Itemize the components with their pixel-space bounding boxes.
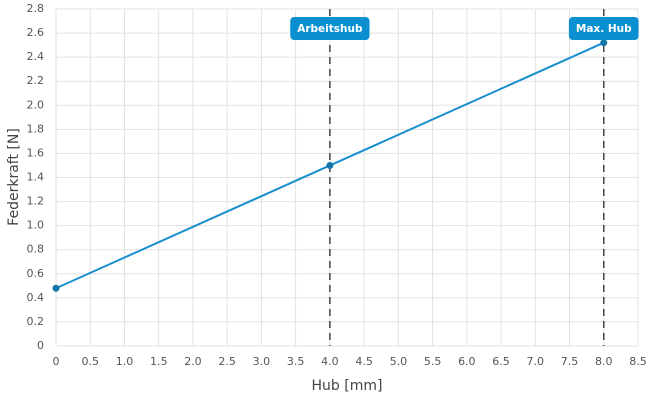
x-tick-label: 8.5	[629, 355, 647, 368]
y-tick-label: 1.8	[27, 122, 45, 135]
x-tick-label: 5.5	[424, 355, 442, 368]
x-tick-label: 1.5	[150, 355, 168, 368]
y-tick-label: 2.0	[27, 98, 45, 111]
y-axis-label: Federkraft [N]	[6, 128, 22, 226]
y-tick-label: 1.4	[27, 171, 45, 184]
x-tick-label: 3.0	[253, 355, 271, 368]
x-tick-label: 1.0	[116, 355, 134, 368]
y-tick-label: 1.2	[27, 195, 45, 208]
y-tick-label: 0.2	[27, 315, 45, 328]
annotation-box	[290, 17, 370, 40]
y-tick-label: 2.6	[27, 26, 45, 39]
y-tick-label: 1.6	[27, 146, 45, 159]
y-tick-label: 0.4	[27, 291, 45, 304]
y-tick-label: 1.0	[27, 219, 45, 232]
x-tick-label: 2.5	[218, 355, 236, 368]
y-tick-label: 2.2	[27, 74, 45, 87]
x-tick-label: 0	[53, 355, 60, 368]
x-tick-label: 4.5	[355, 355, 373, 368]
point	[52, 284, 60, 292]
y-tick-label: 0.6	[27, 267, 45, 280]
y-tick-label: 0.8	[27, 243, 45, 256]
annotation-label: Arbeitshub	[297, 23, 363, 35]
x-tick-label: 7.0	[527, 355, 545, 368]
x-tick-label: 6.5	[492, 355, 510, 368]
x-axis-label: Hub [mm]	[312, 378, 383, 394]
x-tick-label: 0.5	[81, 355, 99, 368]
point	[600, 39, 608, 47]
x-tick-label: 5.0	[390, 355, 408, 368]
x-tick-label: 3.5	[287, 355, 305, 368]
annotation-box	[568, 17, 639, 40]
point	[326, 161, 334, 169]
x-tick-label: 4.0	[321, 355, 339, 368]
y-tick-label: 2.8	[27, 2, 45, 15]
y-tick-label: 0	[37, 339, 44, 352]
annotation-label: Max. Hub	[576, 23, 632, 35]
x-tick-label: 2.0	[184, 355, 202, 368]
y-tick-label: 2.4	[27, 50, 45, 63]
x-tick-label: 7.5	[561, 355, 579, 368]
x-tick-label: 8.0	[595, 355, 613, 368]
x-tick-label: 6.0	[458, 355, 476, 368]
